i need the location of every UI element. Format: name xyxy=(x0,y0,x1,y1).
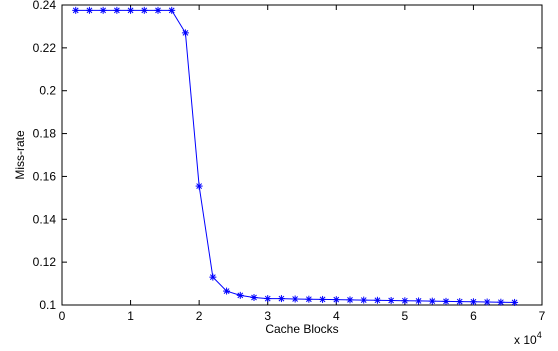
data-point xyxy=(442,297,450,305)
data-point xyxy=(469,298,477,306)
y-tick-label: 0.1 xyxy=(39,298,56,312)
data-point xyxy=(401,297,409,305)
x-tick-label: 3 xyxy=(264,309,271,323)
data-point xyxy=(373,296,381,304)
data-point xyxy=(305,295,313,303)
y-tick-labels: 0.1 0.12 0.14 0.16 0.18 0.2 0.22 0.24 xyxy=(33,0,57,312)
data-point xyxy=(113,6,121,14)
y-tick-label: 0.2 xyxy=(39,84,56,98)
data-point xyxy=(319,295,327,303)
data-point xyxy=(387,297,395,304)
y-tick-label: 0.24 xyxy=(33,0,57,12)
data-point xyxy=(415,297,423,305)
y-tick-label: 0.16 xyxy=(33,169,57,183)
data-point xyxy=(511,298,519,306)
data-point xyxy=(85,6,93,14)
data-point xyxy=(277,295,285,303)
data-point xyxy=(223,287,231,295)
data-point xyxy=(154,6,162,14)
x-tick-label: 1 xyxy=(127,309,134,323)
x-multiplier-exponent: 4 xyxy=(537,330,542,340)
data-point xyxy=(264,295,272,303)
data-point xyxy=(428,297,436,305)
data-point xyxy=(456,298,464,306)
data-point xyxy=(181,29,189,37)
data-point xyxy=(332,296,340,304)
x-tick-labels: 0 1 2 3 4 5 6 7 xyxy=(59,309,546,323)
y-axis-title: Miss-rate xyxy=(13,130,27,180)
x-tick-label: 5 xyxy=(402,309,409,323)
y-tick-label: 0.14 xyxy=(33,212,57,226)
x-tick-label: 2 xyxy=(196,309,203,323)
y-tick-label: 0.18 xyxy=(33,127,57,141)
y-tick-label: 0.12 xyxy=(33,255,57,269)
x-tick-label: 0 xyxy=(59,309,66,323)
data-point xyxy=(195,182,203,190)
x-tick-label: 4 xyxy=(333,309,340,323)
series-markers xyxy=(72,6,519,306)
x-tick-label: 7 xyxy=(539,309,546,323)
data-point xyxy=(497,298,505,306)
data-point xyxy=(140,6,148,14)
data-point xyxy=(209,273,217,281)
data-point xyxy=(72,6,80,14)
data-point xyxy=(291,295,299,303)
data-point xyxy=(346,296,354,304)
data-point xyxy=(360,296,368,304)
x-tick-label: 6 xyxy=(470,309,477,323)
data-point xyxy=(168,6,176,14)
y-tick-label: 0.22 xyxy=(33,41,57,55)
data-point xyxy=(250,294,258,301)
x-axis-title: Cache Blocks xyxy=(265,322,338,336)
x-multiplier-base: x 10 xyxy=(514,333,537,347)
data-point xyxy=(236,291,244,299)
x-axis-multiplier: x 104 xyxy=(514,330,542,347)
data-point xyxy=(483,298,491,306)
data-point xyxy=(99,6,107,14)
data-point xyxy=(127,6,135,14)
plot-area xyxy=(61,4,543,306)
